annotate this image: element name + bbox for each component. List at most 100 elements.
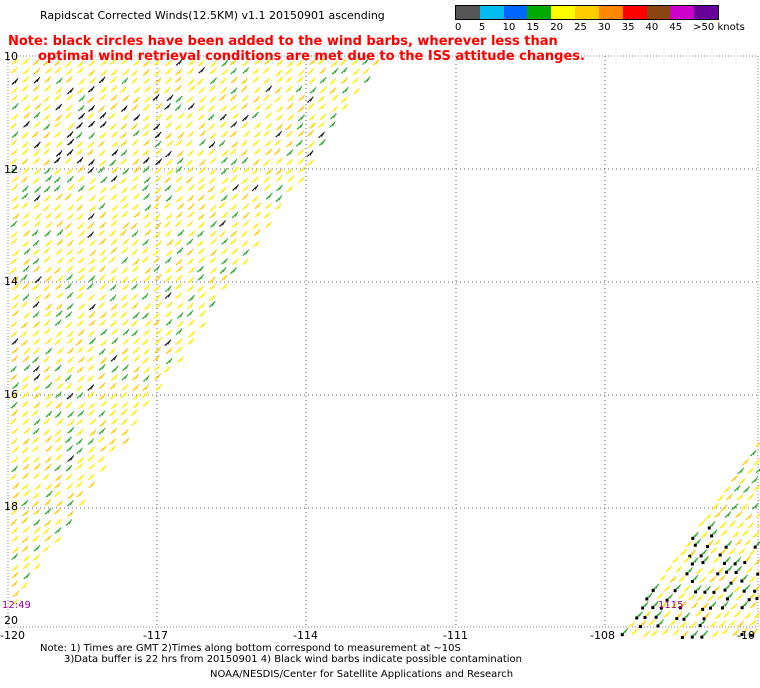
wind-barb bbox=[22, 456, 30, 464]
wind-barb bbox=[142, 139, 150, 147]
wind-barb bbox=[265, 122, 273, 130]
wind-barb bbox=[89, 204, 97, 212]
wind-barb bbox=[711, 630, 719, 638]
wind-barb bbox=[43, 428, 51, 436]
wind-barb bbox=[144, 221, 152, 229]
quality-flag-marker bbox=[753, 589, 757, 593]
wind-barb bbox=[197, 230, 204, 238]
wind-barb bbox=[10, 508, 18, 515]
wind-barb bbox=[34, 220, 42, 227]
wind-barb bbox=[131, 293, 138, 301]
wind-barb bbox=[229, 267, 238, 275]
wind-barb bbox=[32, 356, 39, 364]
wind-barb bbox=[153, 354, 160, 362]
wind-barb bbox=[131, 149, 139, 157]
wind-barb bbox=[121, 210, 129, 218]
wind-barb bbox=[10, 158, 18, 165]
wind-barb bbox=[43, 123, 51, 131]
wind-barb bbox=[131, 77, 138, 84]
wind-barb bbox=[748, 576, 756, 583]
wind-barb bbox=[230, 103, 238, 111]
wind-barb bbox=[54, 482, 61, 489]
quality-flag-marker bbox=[645, 597, 649, 601]
wind-barb bbox=[130, 69, 138, 77]
wind-barb bbox=[66, 248, 74, 256]
wind-barb bbox=[155, 148, 163, 155]
wind-barb bbox=[121, 373, 129, 381]
quality-flag-marker bbox=[706, 545, 710, 549]
quality-flag-marker bbox=[742, 589, 746, 593]
wind-barb bbox=[55, 444, 63, 452]
wind-barb bbox=[54, 364, 62, 372]
quality-flag-marker bbox=[635, 616, 639, 620]
wind-barb bbox=[66, 149, 74, 156]
wind-barb bbox=[67, 123, 74, 130]
wind-barb bbox=[54, 94, 61, 101]
wind-barb bbox=[197, 274, 205, 281]
legend-swatch bbox=[503, 6, 528, 19]
wind-barb bbox=[130, 222, 138, 230]
wind-barb bbox=[65, 68, 73, 76]
wind-barb bbox=[142, 130, 150, 137]
wind-barb bbox=[241, 95, 249, 102]
wind-barb bbox=[176, 312, 184, 319]
wind-barb bbox=[12, 446, 20, 453]
wind-barb bbox=[75, 384, 83, 392]
wind-barb bbox=[186, 310, 194, 317]
wind-barb bbox=[274, 203, 282, 211]
wind-barb bbox=[11, 535, 19, 543]
wind-barb bbox=[21, 132, 29, 139]
wind-barb bbox=[153, 59, 161, 66]
wind-barb bbox=[54, 66, 62, 74]
quality-flag-marker bbox=[722, 561, 726, 565]
wind-barb bbox=[67, 204, 75, 211]
wind-barb bbox=[188, 294, 195, 302]
wind-barb bbox=[165, 285, 172, 293]
wind-barb bbox=[43, 131, 51, 139]
wind-barb bbox=[187, 149, 195, 157]
wind-barb bbox=[175, 123, 182, 131]
wind-barb bbox=[108, 112, 116, 120]
wind-barb bbox=[133, 114, 141, 121]
wind-barb bbox=[132, 373, 139, 381]
wind-barb bbox=[67, 347, 75, 355]
wind-barb bbox=[67, 138, 75, 146]
wind-barb bbox=[155, 113, 163, 121]
wind-barb bbox=[77, 256, 85, 264]
wind-barb bbox=[75, 132, 83, 139]
wind-barb bbox=[196, 240, 204, 247]
wind-barb bbox=[110, 303, 118, 311]
wind-barb bbox=[88, 311, 96, 319]
wind-barb bbox=[88, 319, 96, 327]
wind-barb bbox=[99, 256, 107, 263]
quality-flag-marker bbox=[755, 597, 759, 601]
wind-barb bbox=[66, 392, 74, 400]
wind-barb bbox=[76, 490, 83, 498]
wind-barb bbox=[31, 131, 39, 138]
wind-barb bbox=[100, 69, 108, 77]
quality-flag-marker bbox=[678, 606, 682, 610]
wind-barb bbox=[12, 382, 19, 389]
wind-barb bbox=[144, 85, 152, 93]
wind-barb bbox=[287, 94, 295, 102]
wind-barb bbox=[121, 401, 129, 409]
wind-barb bbox=[88, 120, 96, 128]
wind-barb bbox=[55, 401, 63, 409]
wind-barb bbox=[672, 628, 680, 636]
wind-barb bbox=[714, 511, 722, 518]
wind-barb bbox=[78, 266, 85, 274]
quality-flag-marker bbox=[740, 579, 744, 583]
wind-barb bbox=[188, 59, 195, 66]
page-title: Rapidscat Corrected Winds(12.5KM) v1.1 2… bbox=[40, 9, 385, 22]
wind-barb bbox=[751, 502, 759, 510]
wind-barb bbox=[76, 194, 83, 202]
wind-barb bbox=[132, 129, 140, 137]
wind-barb bbox=[67, 492, 75, 500]
wind-barb bbox=[308, 113, 316, 121]
wind-barb bbox=[208, 123, 215, 130]
wind-barb bbox=[99, 159, 107, 167]
wind-barb bbox=[142, 400, 150, 407]
wind-barb bbox=[165, 195, 173, 202]
wind-barb bbox=[42, 527, 50, 535]
wind-barb bbox=[11, 338, 19, 345]
